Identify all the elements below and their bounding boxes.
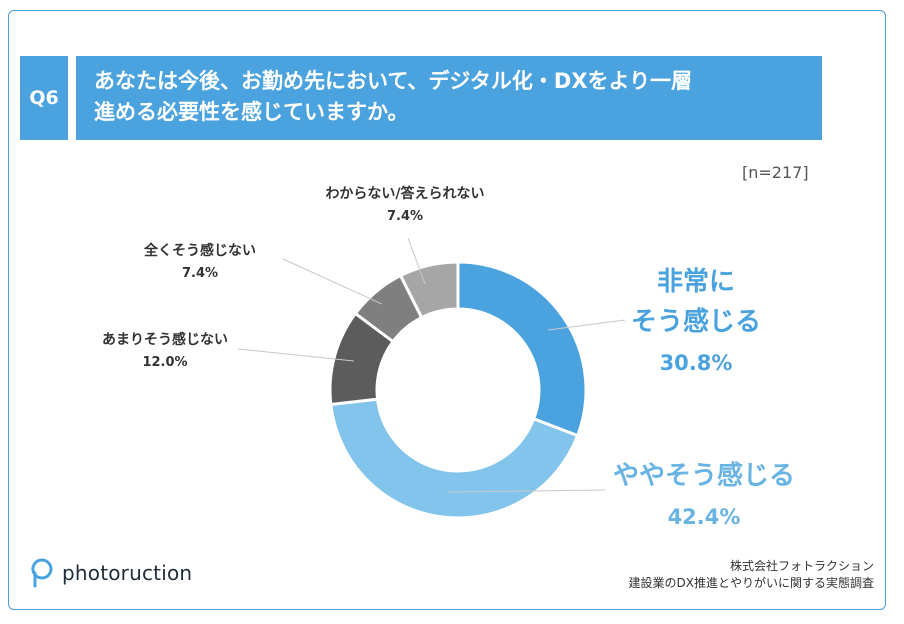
donut-slice-1 (329, 397, 580, 520)
photoruction-logo: photoruction (30, 558, 192, 588)
question-title: あなたは今後、お勤め先において、デジタル化・DXをより一層 進める必要性を感じて… (76, 56, 822, 140)
logo-mark-icon (31, 558, 53, 588)
label-somewhat-pct: 42.4% (667, 505, 741, 529)
question-line-2: 進める必要性を感じていますか。 (94, 100, 409, 124)
survey-title: 建設業のDX推進とやりがいに関する実態調査 (628, 576, 874, 590)
label-unknown-pct: 7.4% (386, 209, 424, 224)
leader-not-at-all (282, 258, 383, 305)
label-somewhat: ややそう感じる 42.4% (604, 456, 804, 532)
label-not-much-pct: 12.0% (142, 355, 188, 370)
label-very: 非常に そう感じる 30.8% (612, 262, 780, 378)
label-not-much-name: あまりそう感じない (102, 332, 228, 348)
question-line-1: あなたは今後、お勤め先において、デジタル化・DXをより一層 (94, 69, 693, 93)
donut-slice-0 (456, 260, 588, 438)
company-name: 株式会社フォトラクション (729, 559, 874, 573)
card-frame (8, 10, 886, 610)
label-not-at-all-pct: 7.4% (181, 266, 219, 281)
leader-not-much (237, 348, 355, 362)
label-not-at-all-name: 全くそう感じない (144, 243, 256, 259)
donut-slice-4 (398, 260, 460, 320)
label-somewhat-name: ややそう感じる (612, 461, 795, 491)
question-badge: Q6 (20, 56, 68, 140)
label-not-at-all: 全くそう感じない 7.4% (120, 241, 280, 285)
label-very-pct: 30.8% (659, 351, 733, 375)
leader-very (547, 319, 626, 331)
label-unknown: わからない/答えられない 7.4% (295, 184, 515, 228)
label-unknown-name: わからない/答えられない (325, 186, 485, 202)
label-very-line1: 非常に (656, 267, 735, 297)
label-very-line2: そう感じる (630, 307, 761, 337)
leader-unknown (407, 237, 426, 285)
sample-size: [n=217] (742, 163, 809, 182)
source-note: 株式会社フォトラクション 建設業のDX推進とやりがいに関する実態調査 (629, 558, 874, 592)
label-not-much: あまりそう感じない 12.0% (70, 330, 260, 374)
leader-somewhat (446, 489, 606, 493)
logo-text: photoruction (62, 561, 193, 585)
